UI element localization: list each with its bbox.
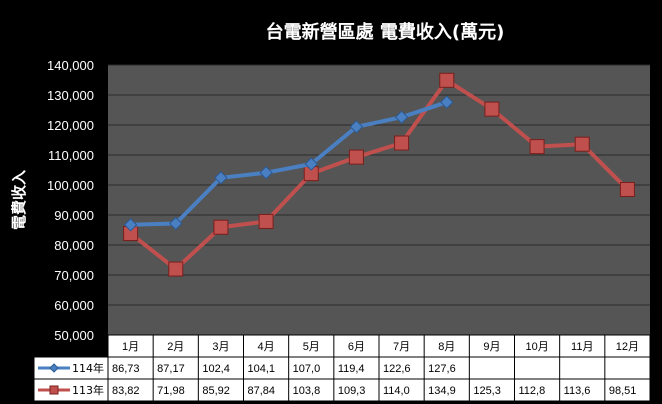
data-table-cell: 109,3 xyxy=(338,385,366,397)
data-point xyxy=(169,216,183,231)
x-tick-label: 2月 xyxy=(167,341,184,353)
legend-marker xyxy=(49,385,59,395)
series-line xyxy=(130,100,448,227)
y-axis-label: 電費收入 xyxy=(10,170,28,230)
data-table-cell: 71,98 xyxy=(157,385,185,397)
data-table-cell: 113,6 xyxy=(564,385,591,397)
y-tick-label: 90,000 xyxy=(54,208,94,223)
data-point xyxy=(123,218,138,232)
data-point xyxy=(394,135,410,151)
y-tick-label: 60,000 xyxy=(54,298,94,313)
chart-title: 台電新營區處 電費收入(萬元) xyxy=(266,21,505,43)
data-table-cell: 98,51 xyxy=(609,385,637,397)
x-tick-label: 11月 xyxy=(571,341,593,353)
data-table-cell: 134,9 xyxy=(428,385,456,397)
data-point xyxy=(484,101,500,117)
data-table-cell: 107,0 xyxy=(293,363,321,375)
data-table-cell: 125,3 xyxy=(473,385,501,397)
x-tick-label: 9月 xyxy=(483,341,500,353)
legend-label: 114年 xyxy=(72,361,104,375)
data-point xyxy=(259,165,273,180)
x-tick-label: 6月 xyxy=(348,341,365,353)
data-point xyxy=(574,136,590,152)
x-tick-label: 4月 xyxy=(258,341,275,353)
data-table-cell: 85,92 xyxy=(202,385,230,397)
data-point xyxy=(440,95,454,109)
y-tick-label: 110,000 xyxy=(48,148,94,163)
data-point xyxy=(439,72,455,88)
data-table-cell: 87,17 xyxy=(157,363,185,375)
x-tick-label: 5月 xyxy=(303,341,320,353)
data-table-cell: 83,82 xyxy=(112,385,140,397)
series-layer xyxy=(123,72,635,277)
data-point xyxy=(349,120,364,134)
y-tick-label: 130,000 xyxy=(47,88,94,103)
data-table-cell: 127,6 xyxy=(428,363,456,375)
y-tick-label: 50,000 xyxy=(54,328,94,343)
x-tick-label: 3月 xyxy=(212,341,229,353)
y-tick-label: 80,000 xyxy=(54,238,94,253)
data-point xyxy=(168,261,184,277)
data-table-cell: 103,8 xyxy=(293,385,321,397)
legend-label: 113年 xyxy=(72,383,104,397)
y-tick-label: 70,000 xyxy=(54,268,94,283)
y-tick-label: 140,000 xyxy=(47,58,94,73)
x-tick-label: 7月 xyxy=(393,341,410,353)
x-tick-label: 1月 xyxy=(122,341,139,353)
plot-area xyxy=(108,65,650,335)
data-table-cell: 86,73 xyxy=(112,363,140,375)
data-point xyxy=(213,219,229,235)
grid-lines xyxy=(108,64,650,336)
data-table-cell: 119,4 xyxy=(338,363,365,375)
data-table: 1月 2月 3月 4月 5月 6月 7月 8月 9月 10月 11月 12月 114年 86,73 87,1… xyxy=(33,334,651,402)
data-table-cell: 114,0 xyxy=(383,385,410,397)
x-tick-label: 10月 xyxy=(525,341,548,353)
data-table-cell: 122,6 xyxy=(383,363,411,375)
data-point xyxy=(619,181,635,197)
data-table-cell: 112,8 xyxy=(519,385,546,397)
data-point xyxy=(214,171,228,185)
x-tick-label: 12月 xyxy=(616,341,639,353)
x-tick-label: 8月 xyxy=(438,341,455,353)
data-point xyxy=(394,110,409,124)
y-tick-labels: 50,000 60,000 70,000 80,000 90,000 100,000 110… xyxy=(47,58,94,343)
y-tick-label: 120,000 xyxy=(47,118,94,133)
data-point xyxy=(348,149,364,165)
data-point xyxy=(529,139,545,155)
data-table-cell: 102,4 xyxy=(202,363,230,375)
y-tick-label: 100,000 xyxy=(47,178,94,193)
data-table-cell: 104,1 xyxy=(248,363,276,375)
legend-marker xyxy=(49,363,59,373)
data-point xyxy=(258,213,274,229)
data-table-cell: 87,84 xyxy=(248,385,276,397)
data-point xyxy=(304,157,318,171)
series-line xyxy=(129,78,629,272)
